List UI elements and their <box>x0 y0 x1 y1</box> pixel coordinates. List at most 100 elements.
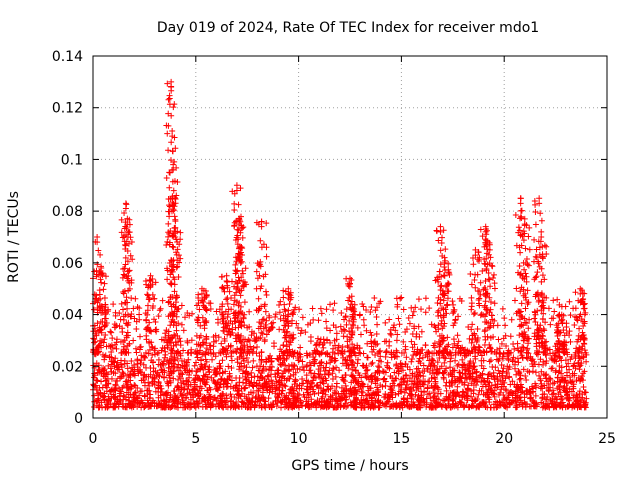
data-point <box>245 391 252 398</box>
data-point <box>180 327 187 334</box>
data-point <box>462 371 469 378</box>
data-point <box>440 291 447 298</box>
data-point <box>525 233 532 240</box>
data-point <box>517 195 524 202</box>
data-point <box>472 355 479 362</box>
chart-title: Day 019 of 2024, Rate Of TEC Index for r… <box>157 20 539 36</box>
data-point <box>517 372 524 379</box>
data-point <box>567 374 574 381</box>
data-point <box>418 306 425 313</box>
data-point <box>509 390 516 397</box>
data-point <box>166 95 173 102</box>
data-point <box>167 357 174 364</box>
data-point <box>91 268 98 275</box>
data-point <box>513 404 520 411</box>
data-point <box>160 358 167 365</box>
data-point <box>97 269 104 276</box>
data-point <box>249 395 256 402</box>
data-point <box>110 301 117 308</box>
data-point <box>377 353 384 360</box>
data-point <box>119 234 126 241</box>
data-point <box>319 389 326 396</box>
data-point <box>507 381 514 388</box>
data-point <box>127 377 134 384</box>
data-point <box>536 195 543 202</box>
data-point <box>447 404 454 411</box>
data-point <box>329 396 336 403</box>
data-point <box>164 380 171 387</box>
data-point <box>168 139 175 146</box>
data-point <box>516 262 523 269</box>
data-point <box>454 332 461 339</box>
data-point <box>94 369 101 376</box>
data-point <box>263 331 270 338</box>
data-point <box>318 310 325 317</box>
data-point <box>141 392 148 399</box>
data-point <box>449 403 456 410</box>
data-point <box>138 404 145 411</box>
data-point <box>355 356 362 363</box>
data-point <box>499 305 506 312</box>
data-point <box>213 371 220 378</box>
data-point <box>574 397 581 404</box>
data-point <box>479 371 486 378</box>
data-point <box>109 335 116 342</box>
data-point <box>443 387 450 394</box>
data-point <box>108 342 115 349</box>
data-point <box>178 357 185 364</box>
data-point <box>193 359 200 366</box>
data-point <box>130 395 137 402</box>
data-point <box>422 342 429 349</box>
data-point <box>110 369 117 376</box>
data-point <box>539 272 546 279</box>
data-point <box>278 361 285 368</box>
data-point <box>470 311 477 318</box>
data-point <box>146 382 153 389</box>
x-tick-label: 20 <box>495 431 513 447</box>
data-point <box>198 385 205 392</box>
data-point <box>503 396 510 403</box>
data-point <box>469 369 476 376</box>
data-point <box>296 357 303 364</box>
data-point <box>522 245 529 252</box>
data-point <box>390 401 397 408</box>
data-point <box>360 316 367 323</box>
data-point <box>415 404 422 411</box>
data-point <box>242 265 249 272</box>
data-point <box>463 375 470 382</box>
data-point <box>237 292 244 299</box>
data-point <box>137 370 144 377</box>
data-point <box>280 341 287 348</box>
data-point <box>164 276 171 283</box>
data-point <box>434 359 441 366</box>
data-point <box>556 353 563 360</box>
data-point <box>255 367 262 374</box>
data-point <box>161 398 168 405</box>
data-point <box>440 370 447 377</box>
data-point <box>533 382 540 389</box>
data-point <box>510 340 517 347</box>
data-point <box>104 404 111 411</box>
data-point <box>133 349 140 356</box>
data-point <box>375 397 382 404</box>
data-point <box>191 403 198 410</box>
data-point <box>133 325 140 332</box>
data-point <box>193 368 200 375</box>
data-point <box>475 391 482 398</box>
data-point <box>236 354 243 361</box>
data-point <box>487 357 494 364</box>
data-point <box>253 380 260 387</box>
data-point <box>393 403 400 410</box>
data-point <box>246 399 253 406</box>
data-point <box>404 364 411 371</box>
data-point <box>137 333 144 340</box>
data-point <box>428 404 435 411</box>
data-point <box>438 234 445 241</box>
data-point <box>263 292 270 299</box>
data-point <box>433 369 440 376</box>
data-point <box>248 404 255 411</box>
data-point <box>409 372 416 379</box>
data-point <box>408 355 415 362</box>
data-point <box>414 372 421 379</box>
data-point <box>393 361 400 368</box>
